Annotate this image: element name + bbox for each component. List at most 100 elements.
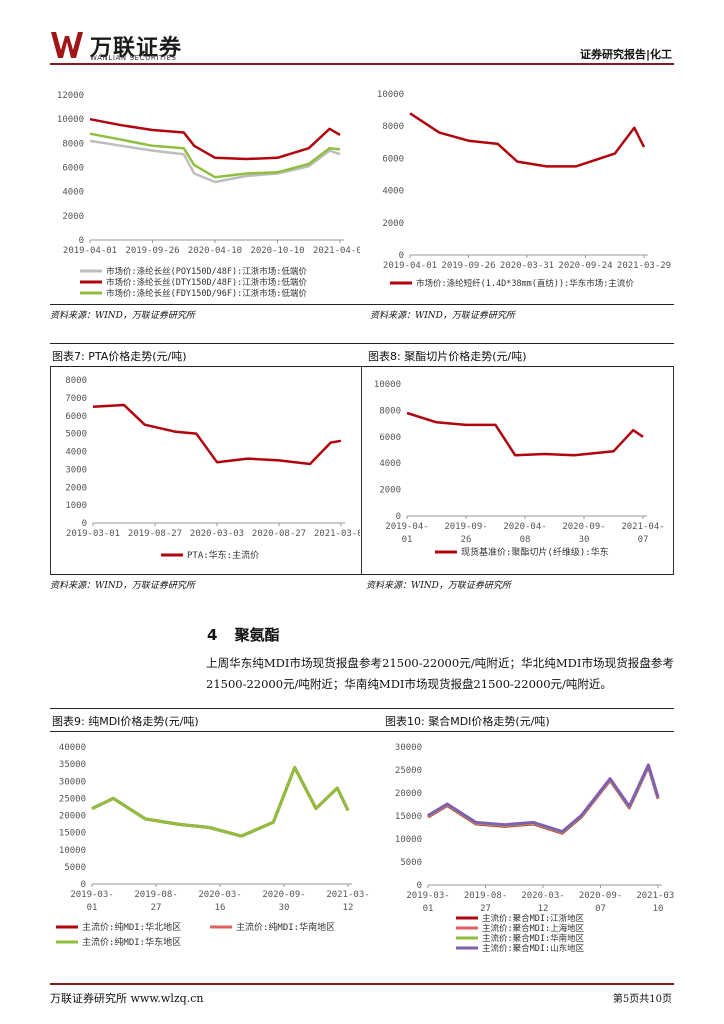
section-heading: 4 聚氨酯 [207,624,280,645]
y-tick-label: 5000 [64,863,86,873]
x-tick-label: 2020-04- [503,522,546,532]
section-paragraph: 上周华东纯MDI市场现货报盘参考21500-22000元/吨附近；华北纯MDI市… [206,656,674,691]
x-tick-label: 2021-04-08 [313,246,360,256]
legend-label: 主流价:聚合MDI:山东地区 [482,943,585,954]
x-tick-label: 2019-09- [444,522,487,532]
x-tick-label: 2019-08- [464,891,507,901]
y-tick-label: 20000 [395,789,422,799]
y-tick-label: 8000 [62,139,84,149]
figure-rule [50,366,674,367]
y-tick-label: 2000 [382,219,404,229]
y-tick-label: 10000 [395,835,422,845]
y-tick-label: 12000 [57,91,84,101]
chart-pure-mdi-price: 40000 35000 30000 25000 20000 15000 10000 5000 0… [56,743,370,948]
y-tick-label: 6000 [382,154,404,164]
x-tick-label: 2020-08-27 [252,529,306,539]
x-tick-label: 26 [461,535,472,545]
y-tick-label: 40000 [59,743,86,753]
header-rule [50,63,674,65]
series-line [89,132,341,179]
y-tick-label: 2000 [379,486,401,496]
y-tick-label: 35000 [59,760,86,770]
x-tick-label: 2021-03- [636,891,674,901]
figure-title: 图表9: 纯MDI价格走势(元/吨) [52,715,199,728]
source-note: 资料来源：WIND，万联证券研究所 [370,311,515,321]
figure-rule [50,343,674,344]
legend-label: 市场价:涤纶长丝(POY150D/48F):江浙市场:低端价 [106,266,307,277]
y-tick-label: 25000 [395,766,422,776]
figure-title: 图表7: PTA价格走势(元/吨) [52,350,187,363]
legend-label: 现货基准价:聚酯切片(纤维级):华东 [461,546,609,558]
x-tick-label: 2021-03- [326,890,369,900]
x-tick-label: 30 [579,535,590,545]
y-tick-label: 30000 [59,777,86,787]
y-tick-label: 4000 [65,448,87,458]
legend-label: 市场价:涤纶短纤(1.4D*38mm(直纺)):华东市场:主流价 [416,278,634,289]
y-tick-label: 0 [396,512,401,522]
brand-logo-icon [51,32,83,58]
y-tick-label: 15000 [395,812,422,822]
brand-name: 万联证券 [90,36,183,61]
source-rule [50,574,674,575]
series-line [91,766,350,838]
x-tick-label: 2019-03- [70,890,113,900]
y-tick-label: 5000 [65,430,87,440]
x-tick-label: 2020-09- [579,891,622,901]
x-tick-label: 2019-08-27 [128,529,182,539]
report-type: 证券研究报告|化工 [579,48,672,61]
y-tick-label: 10000 [374,380,401,390]
x-tick-label: 2020-03- [521,891,564,901]
y-tick-label: 1000 [65,501,87,511]
x-tick-label: 16 [215,903,226,913]
y-tick-label: 0 [79,236,84,246]
series-line [92,403,342,466]
page-number: 第5页共10页 [612,994,672,1005]
y-tick-label: 2000 [65,483,87,493]
x-tick-label: 2020-09-24 [558,261,612,271]
x-tick-label: 07 [595,904,606,914]
legend-label: 主流价:纯MDI:华北地区 [82,921,181,933]
y-tick-label: 0 [417,881,422,891]
legend-label: 主流价:聚合MDI:上海地区 [482,923,585,934]
y-tick-label: 4000 [379,459,401,469]
y-tick-label: 20000 [59,812,86,822]
x-tick-label: 2019-09-26 [125,246,179,256]
y-tick-label: 30000 [395,743,422,753]
y-tick-label: 4000 [62,188,84,198]
source-note: 资料来源：WIND，万联证券研究所 [50,311,195,321]
source-rule [50,304,674,305]
series-line [89,139,341,184]
x-tick-label: 2021-04- [621,522,664,532]
y-tick-label: 8000 [65,376,87,386]
legend-label: 市场价:涤纶长丝(FDY150D/96F):江浙市场:低端价 [106,288,307,299]
legend-label: 主流价:聚合MDI:华南地区 [482,933,585,944]
y-tick-label: 3000 [65,465,87,475]
y-tick-label: 5000 [400,858,422,868]
x-tick-label: 2019-04- [385,522,428,532]
x-tick-label: 2020-03- [198,890,241,900]
x-tick-label: 2019-09-26 [441,261,495,271]
brand-name-en: WANLIAN SECURITIES [90,54,177,62]
figure-frame [50,366,674,574]
legend-label: 主流价:聚合MDI:江浙地区 [482,913,585,924]
legend-label: 主流价:纯MDI:华东地区 [82,936,181,948]
figure-rule [50,708,674,709]
x-tick-label: 27 [151,903,162,913]
footer-rule [50,983,674,985]
y-tick-label: 10000 [59,846,86,856]
footer-website: 万联证券研究所 www.wlzq.cn [50,992,204,1005]
x-tick-label: 27 [480,904,491,914]
x-tick-label: 12 [343,903,354,913]
x-tick-label: 01 [87,903,98,913]
x-tick-label: 01 [402,535,413,545]
x-tick-label: 07 [638,535,649,545]
y-tick-label: 15000 [59,829,86,839]
series-line [427,763,660,834]
chart-pta-price: 8000 7000 6000 5000 4000 3000 2000 1000 02019-03… [65,376,360,561]
series-line [91,766,350,838]
y-tick-label: 6000 [65,412,87,422]
x-tick-label: 08 [520,535,531,545]
